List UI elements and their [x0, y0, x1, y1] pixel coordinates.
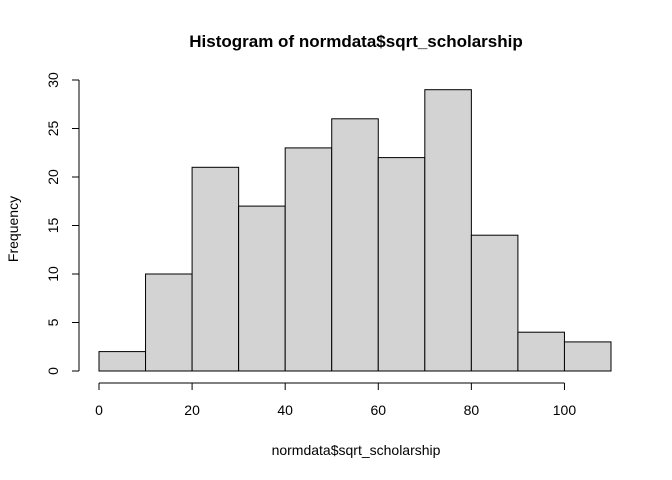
x-tick-label-3: 60 [370, 402, 386, 418]
histogram-bar-9 [517, 331, 565, 372]
y-tick-label-4: 20 [45, 169, 61, 185]
y-tick-label-1: 5 [45, 318, 61, 326]
histogram-bar-5 [331, 118, 379, 372]
histogram-bar-10 [563, 341, 612, 372]
y-tick-label-6: 30 [45, 72, 61, 88]
x-tick-label-1: 20 [184, 402, 200, 418]
chart-title: Histogram of normdata$sqrt_scholarship [189, 32, 522, 51]
histogram-bar-3 [238, 205, 286, 372]
histogram-bar-4 [284, 147, 333, 372]
histogram-bar-7 [424, 89, 472, 372]
histogram-bar-2 [191, 166, 240, 372]
y-tick-label-5: 25 [45, 121, 61, 137]
y-tick-label-0: 0 [45, 367, 61, 375]
histogram-bar-0 [98, 351, 147, 372]
y-tick-label-3: 15 [45, 218, 61, 234]
histogram-bar-8 [470, 234, 519, 372]
y-tick-label-2: 10 [45, 266, 61, 282]
x-axis-label: normdata$sqrt_scholarship [272, 442, 441, 458]
x-tick-label-4: 80 [464, 402, 480, 418]
y-axis: 0 5 10 15 20 25 30 [45, 72, 80, 375]
x-tick-label-5: 100 [553, 402, 577, 418]
x-tick-label-2: 40 [277, 402, 293, 418]
bars-group [98, 89, 612, 372]
x-axis: 0 20 40 60 80 100 [95, 382, 577, 418]
histogram-bar-1 [145, 273, 193, 372]
histogram-bar-6 [377, 157, 426, 372]
y-axis-label: Frequency [5, 196, 21, 262]
x-tick-label-0: 0 [95, 402, 103, 418]
